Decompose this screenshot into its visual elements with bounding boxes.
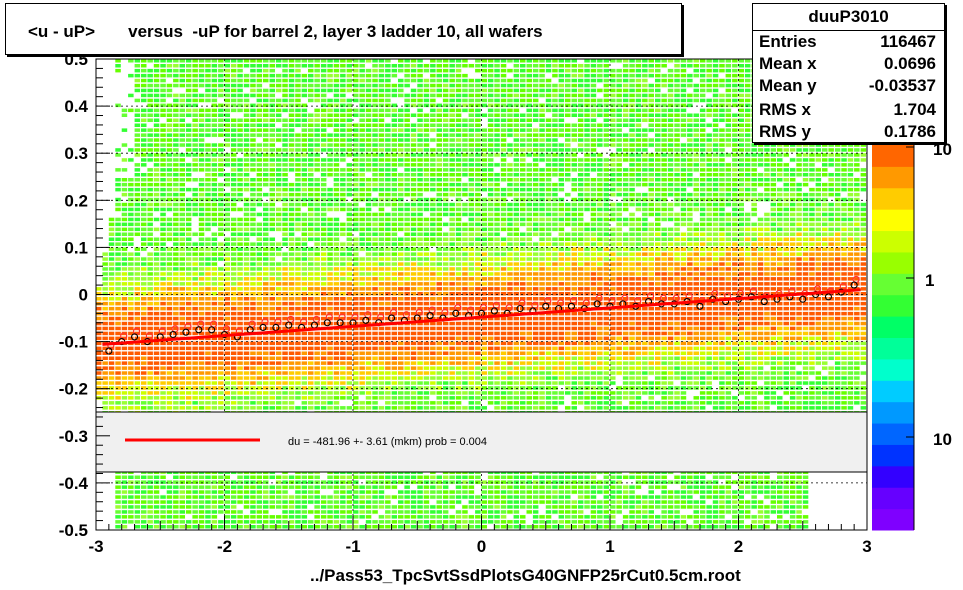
colorbar-segment: [872, 465, 914, 488]
profile-point: [696, 302, 704, 310]
stats-label: Entries: [759, 32, 817, 51]
fit-legend: du = -481.96 +- 3.61 (mkm) prob = 0.004: [95, 411, 868, 473]
x-tick-label: 0: [477, 537, 486, 556]
colorbar-segment: [872, 337, 914, 360]
chart-title-box: <u - uP> versus -uP for barrel 2, layer …: [5, 3, 682, 55]
profile-point: [387, 314, 396, 322]
profile-point: [195, 326, 203, 334]
profile-point: [285, 321, 293, 329]
y-tick-label: -0.3: [59, 427, 88, 446]
profile-point: [593, 300, 601, 308]
footer-filename: ../Pass53_TpcSvtSsdPlotsG40GNFP25rCut0.5…: [310, 566, 741, 585]
stats-row: RMS x 1.704: [759, 100, 936, 122]
profile-point: [323, 319, 331, 327]
y-tick-label: -0.4: [59, 474, 89, 493]
fit-legend-text: du = -481.96 +- 3.61 (mkm) prob = 0.004: [288, 436, 487, 448]
stats-row: Entries 116467: [759, 32, 936, 54]
y-tick-label: -0.2: [59, 380, 88, 399]
colorbar-label: 10: [933, 140, 952, 159]
colorbar-label: 10: [933, 430, 952, 449]
fit-legend-box: [95, 411, 868, 473]
x-tick-label: 2: [734, 537, 743, 556]
colorbar-segment: [872, 294, 914, 317]
x-tick-label: -1: [345, 537, 360, 556]
stats-value: 116467: [880, 32, 936, 51]
colorbar-segment: [872, 401, 914, 424]
profile-point: [760, 298, 768, 306]
stats-label: Mean y: [759, 76, 817, 95]
profile-point: [824, 293, 833, 301]
stats-value: 0.0696: [884, 54, 936, 73]
colorbar-segment: [872, 187, 914, 210]
x-tick-label: -2: [217, 537, 232, 556]
colorbar-segment: [872, 230, 914, 253]
y-tick-label: 0.4: [64, 97, 88, 116]
colorbar-segment: [872, 358, 914, 381]
profile-point: [259, 323, 267, 332]
stats-row: Mean y -0.03537: [759, 76, 936, 98]
stats-label: RMS x: [759, 100, 811, 119]
stats-name: duuP3010: [753, 4, 944, 31]
profile-point: [799, 295, 807, 303]
colorbar-segment: [872, 166, 914, 189]
y-tick-label: 0.1: [64, 238, 88, 257]
x-tick-label: 1: [605, 537, 614, 556]
profile-point: [336, 319, 344, 327]
stats-value: 1.704: [893, 100, 936, 119]
colorbar-segment: [872, 380, 914, 403]
colorbar-segment: [872, 508, 914, 531]
colorbar-segment: [872, 423, 914, 445]
profile-point: [516, 305, 524, 313]
profile-point: [542, 302, 550, 310]
colorbar-segment: [872, 487, 914, 510]
profile-point: [208, 326, 216, 334]
profile-point: [362, 316, 370, 324]
y-tick-label: 0.2: [64, 191, 88, 210]
stats-box: duuP3010 Entries 116467 Mean x 0.0696 Mean…: [752, 3, 945, 143]
profile-point: [169, 330, 177, 339]
profile-point: [182, 328, 190, 336]
x-tick-label: 3: [862, 537, 871, 556]
profile-point: [426, 312, 434, 320]
stats-value: -0.03537: [868, 76, 936, 95]
colorbar-segment: [872, 273, 914, 296]
stats-row: Mean x 0.0696: [759, 54, 936, 76]
profile-point: [850, 281, 858, 289]
profile-point: [105, 347, 113, 355]
colorbar-segment: [872, 145, 914, 167]
profile-point: [452, 309, 460, 317]
stats-value: 0.1786: [884, 122, 936, 141]
colorbar: 10 1 10: [872, 140, 952, 531]
stats-row: RMS y 0.1786: [759, 122, 936, 144]
colorbar-segment: [872, 316, 914, 338]
stats-label: Mean x: [759, 54, 817, 73]
y-tick-label: -0.1: [59, 333, 88, 352]
colorbar-label: 1: [925, 271, 934, 290]
y-tick-label: -0.5: [59, 521, 88, 540]
y-tick-label: 0.3: [64, 144, 88, 163]
chart-title: <u - uP> versus -uP for barrel 2, layer …: [28, 22, 543, 41]
stats-label: RMS y: [759, 122, 811, 141]
y-tick-label: 0: [79, 286, 88, 305]
profile-layer: [102, 275, 861, 355]
colorbar-segment: [872, 209, 914, 232]
x-tick-label: -3: [88, 537, 103, 556]
fit-line: [102, 288, 861, 346]
colorbar-segment: [872, 251, 914, 274]
profile-point: [490, 307, 498, 315]
colorbar-segment: [872, 444, 914, 467]
profile-point: [131, 333, 139, 341]
